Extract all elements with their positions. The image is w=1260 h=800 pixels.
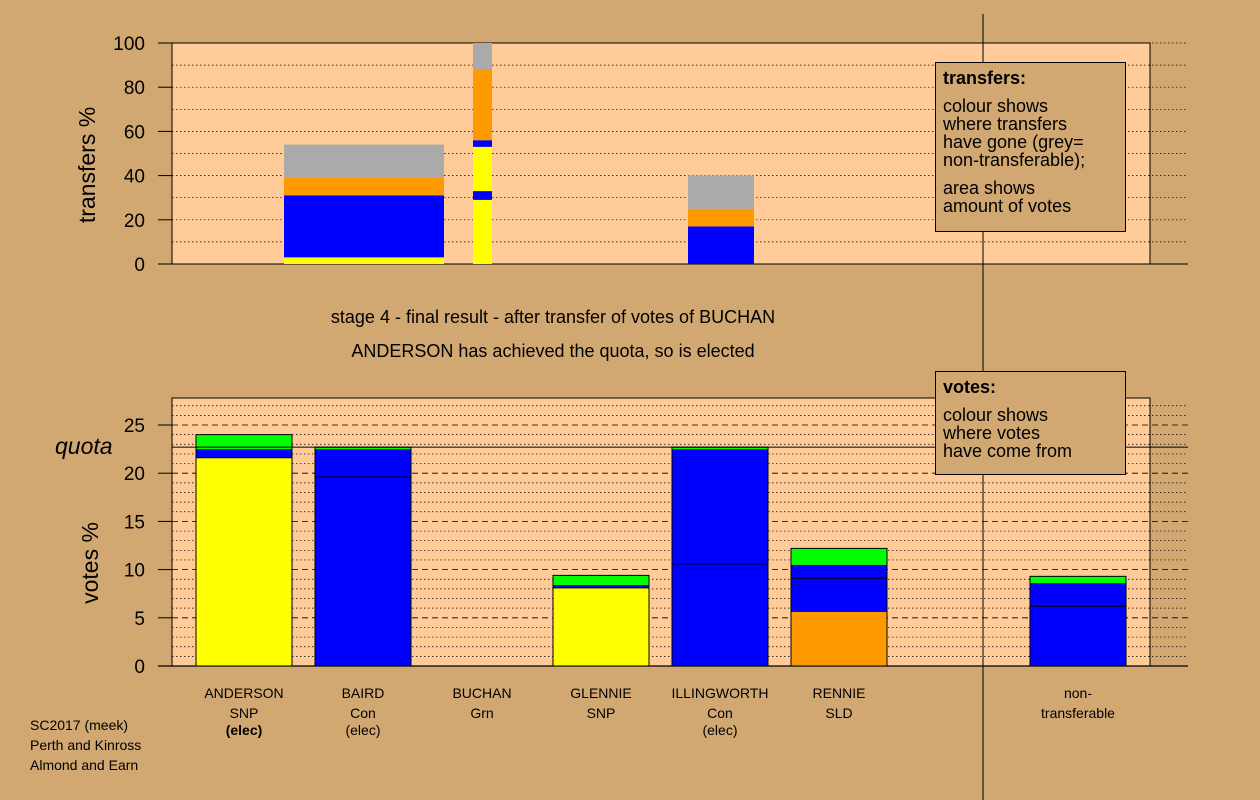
transfers-tick-label: 60 <box>124 122 145 143</box>
transfer-bar-segment <box>688 208 754 227</box>
transfer-bar-segment <box>688 175 754 209</box>
vote-bar-outline <box>1029 575 1127 667</box>
candidate-status-label: (elec) <box>345 722 380 738</box>
candidate-status-label: (elec) <box>702 722 737 738</box>
vote-bar-outline <box>790 547 888 667</box>
transfer-bar-segment <box>473 69 492 141</box>
vote-bar-segment <box>553 575 649 586</box>
stage-caption: stage 4 - final result - after transfer … <box>331 307 775 327</box>
candidate-name-label: BAIRD <box>342 685 385 701</box>
transfers-tick-label: 80 <box>124 78 145 99</box>
votes-legend-title: votes: <box>943 377 997 397</box>
transfers-tick-label: 100 <box>113 34 145 55</box>
candidate-party-label: Grn <box>470 705 493 721</box>
transfer-bar-segment <box>284 144 444 178</box>
transfer-bar-segment <box>473 140 492 147</box>
transfer-bar-segment <box>473 199 492 264</box>
transfers-legend-line: non-transferable); <box>943 150 1086 170</box>
transfer-bar-segment <box>473 191 492 200</box>
transfer-bar-segment <box>284 257 444 264</box>
transfers-tick-label: 0 <box>134 255 145 276</box>
vote-bar-segment <box>1030 576 1126 584</box>
candidate-name-label: GLENNIE <box>570 685 631 701</box>
vote-bar-outline <box>552 574 650 667</box>
candidate-party-label: SLD <box>825 705 852 721</box>
transfers-legend-line: amount of votes <box>943 196 1072 216</box>
result-caption: ANDERSON has achieved the quota, so is e… <box>351 341 754 361</box>
transfers-legend-line: have gone (grey= <box>943 132 1084 152</box>
candidate-party-label: transferable <box>1041 705 1115 721</box>
vote-bar-segment <box>315 449 411 666</box>
candidate-party-label: SNP <box>230 705 259 721</box>
transfers-tick-label: 40 <box>124 167 145 188</box>
transfers-legend-line: colour shows <box>943 96 1049 116</box>
votes-tick-label: 15 <box>124 512 145 533</box>
transfers-axis-label: transfers % <box>74 107 100 223</box>
vote-bar-segment <box>791 612 887 666</box>
transfers-tick-label: 20 <box>124 211 145 232</box>
transfer-bar-segment <box>284 177 444 196</box>
transfer-bar-segment <box>688 226 754 264</box>
transfer-bar-segment <box>473 146 492 192</box>
vote-bar-segment <box>196 449 292 458</box>
footer-line: Almond and Earn <box>30 757 138 773</box>
candidate-name-label: ANDERSON <box>204 685 283 701</box>
vote-bar-segment <box>553 585 649 588</box>
candidate-status-label: (elec) <box>226 722 263 738</box>
candidate-party-label: Con <box>350 705 376 721</box>
vote-bar-segment <box>196 434 292 450</box>
vote-bar-segment <box>553 587 649 666</box>
candidate-name-label: BUCHAN <box>452 685 511 701</box>
vote-bar-segment <box>1030 583 1126 666</box>
candidate-name-label: ILLINGWORTH <box>672 685 769 701</box>
footer-line: SC2017 (meek) <box>30 717 128 733</box>
transfers-legend-box: transfers: colour shows where transfers … <box>935 62 1126 232</box>
votes-tick-label: 25 <box>124 416 145 437</box>
candidate-party-label: SNP <box>587 705 616 721</box>
vote-bar-segment <box>672 449 768 666</box>
transfer-bar-segment <box>473 43 492 70</box>
votes-tick-label: 5 <box>134 609 145 630</box>
vote-bar-segment <box>315 447 411 450</box>
votes-axis-label: votes % <box>77 522 103 604</box>
transfers-legend-line: where transfers <box>943 114 1068 134</box>
candidate-party-label: Con <box>707 705 733 721</box>
votes-legend-line: where votes <box>943 423 1041 443</box>
transfer-bar-segment <box>284 195 444 258</box>
footer-line: Perth and Kinross <box>30 737 141 753</box>
votes-legend-line: colour shows <box>943 405 1049 425</box>
vote-bar-outline <box>195 434 293 667</box>
vote-bar-segment <box>791 548 887 565</box>
transfers-legend-line: area shows <box>943 178 1036 198</box>
votes-tick-label: 10 <box>124 561 145 582</box>
transfers-legend-title: transfers: <box>943 68 1027 88</box>
vote-bar-segment <box>791 564 887 613</box>
candidate-name-label: non- <box>1064 685 1092 701</box>
vote-bar-segment <box>196 457 292 666</box>
votes-tick-label: 20 <box>124 464 145 485</box>
vote-bar-segment <box>672 447 768 450</box>
votes-tick-label: 0 <box>134 657 145 678</box>
quota-label: quota <box>55 433 113 459</box>
candidate-name-label: RENNIE <box>813 685 866 701</box>
votes-legend-box: votes: colour shows where votes have com… <box>935 371 1126 475</box>
votes-legend-line: have come from <box>943 441 1073 461</box>
